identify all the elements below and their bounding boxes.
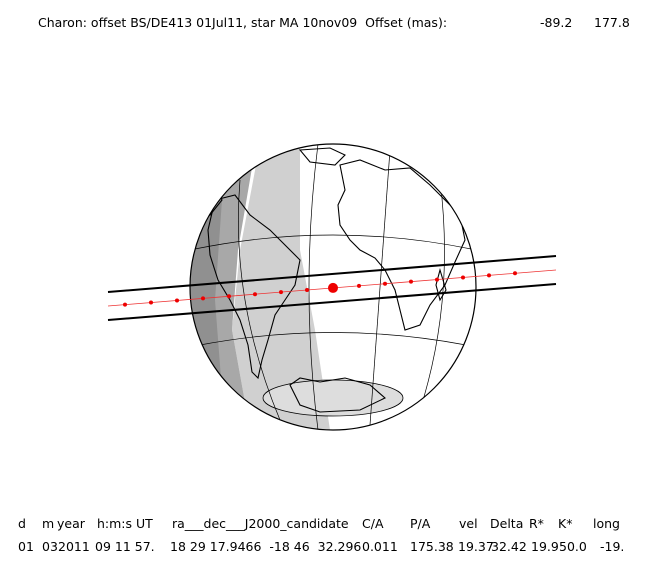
- shadow-path: [107, 255, 557, 321]
- offset-ra: -89.2: [540, 15, 572, 30]
- path-point: [305, 288, 309, 293]
- cell: 2011: [58, 539, 90, 554]
- cell: 03: [42, 539, 58, 554]
- cell: 18 29 17.9466 -18 46 32.296: [170, 539, 361, 554]
- path-point: [227, 294, 231, 299]
- path-point: [487, 273, 491, 278]
- header-cell: K*: [558, 516, 572, 531]
- cell: 09 11 57.: [95, 539, 155, 554]
- header-cell: P/A: [410, 516, 431, 531]
- cell: -19.: [600, 539, 624, 554]
- header-cell: vel: [459, 516, 478, 531]
- header-cell: year: [57, 516, 86, 531]
- cell: 50.0: [559, 539, 587, 554]
- cell: 19.37: [458, 539, 494, 554]
- header-cell: ra___dec___J2000_candidate: [172, 516, 349, 531]
- header-cell: C/A: [362, 516, 384, 531]
- path-point: [201, 296, 205, 301]
- header-cell: d: [18, 516, 26, 531]
- path-point: [175, 298, 179, 303]
- header-cell: Delta: [490, 516, 523, 531]
- cell: 19.9: [531, 539, 559, 554]
- path-point: [253, 292, 257, 297]
- cell: 0.011: [362, 539, 398, 554]
- path-point: [513, 271, 517, 276]
- table-row: 01 03 2011 09 11 57. 18 29 17.9466 -18 4…: [18, 539, 624, 554]
- path-point: [357, 283, 361, 288]
- path-point: [279, 290, 283, 295]
- title: Charon: offset BS/DE413 01Jul11, star MA…: [38, 15, 447, 30]
- path-point: [409, 279, 413, 284]
- cell: 175.38: [410, 539, 454, 554]
- path-point: [149, 300, 153, 305]
- path-point: [461, 275, 465, 280]
- header-cell: long: [593, 516, 620, 531]
- path-point: [123, 302, 127, 307]
- offset-dec: 177.8: [594, 15, 630, 30]
- header-cell: h:m:s UT: [97, 516, 153, 531]
- globe-outline: [189, 143, 477, 431]
- header-cell: m: [42, 516, 54, 531]
- cell: 01: [18, 539, 34, 554]
- path-point: [435, 277, 439, 282]
- path-point: [328, 282, 338, 293]
- cell: 32.42: [491, 539, 527, 554]
- table-header: d m year h:m:s UT ra___dec___J2000_candi…: [18, 516, 620, 531]
- header-cell: R*: [529, 516, 544, 531]
- path-point: [383, 281, 387, 286]
